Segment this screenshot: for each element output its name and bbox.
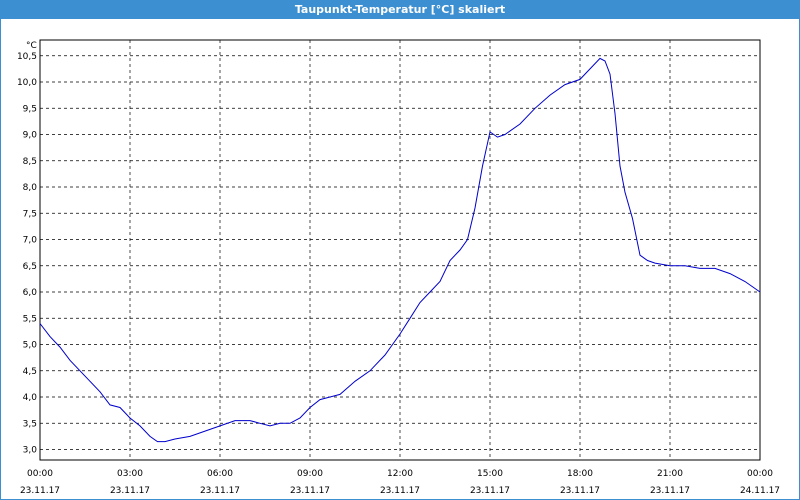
plot-area-frame xyxy=(39,39,761,461)
series-line xyxy=(39,57,761,443)
x-tick-time: 00:00 xyxy=(747,469,773,479)
y-tick-label: 10,5 xyxy=(17,52,37,62)
y-axis-unit: °C xyxy=(26,41,37,51)
x-tick-time: 03:00 xyxy=(117,469,143,479)
grid-lines xyxy=(40,40,760,460)
y-tick-label: 5,0 xyxy=(23,341,38,351)
x-tick-date: 23.11.17 xyxy=(380,486,420,496)
y-tick-label: 10,0 xyxy=(17,78,37,88)
y-tick-label: 8,0 xyxy=(23,183,38,193)
x-tick-time: 15:00 xyxy=(477,469,503,479)
x-tick-time: 00:00 xyxy=(27,469,53,479)
x-tick-time: 06:00 xyxy=(207,469,233,479)
y-tick-label: 3,5 xyxy=(23,419,37,429)
x-tick-date: 23.11.17 xyxy=(110,486,150,496)
x-tick-time: 09:00 xyxy=(297,469,323,479)
y-tick-label: 5,5 xyxy=(23,314,37,324)
x-tick-date: 23.11.17 xyxy=(20,486,60,496)
y-tick-label: 4,5 xyxy=(23,367,37,377)
y-axis-ticks: 3,0 3,5 4,0 4,5 5,0 5,5 6,0 6,5 7,0 7,5 8,0 8,5 9,0 9… xyxy=(17,52,37,456)
y-tick-label: 7,0 xyxy=(23,236,38,246)
x-tick-date: 24.11.17 xyxy=(740,486,780,496)
y-tick-label: 7,5 xyxy=(23,209,37,219)
y-tick-label: 4,0 xyxy=(23,393,38,403)
x-tick-date: 23.11.17 xyxy=(470,486,510,496)
x-tick-date: 23.11.17 xyxy=(650,486,690,496)
x-axis-ticks: 00:00 23.11.17 03:00 23.11.17 06:00 23.11.17 0… xyxy=(20,469,780,496)
x-tick-time: 21:00 xyxy=(657,469,683,479)
x-tick-time: 18:00 xyxy=(567,469,593,479)
x-tick-date: 23.11.17 xyxy=(290,486,330,496)
window-title: Taupunkt-Temperatur [°C] skaliert xyxy=(1,1,799,19)
y-tick-label: 6,5 xyxy=(23,262,37,272)
y-tick-label: 3,0 xyxy=(23,446,38,456)
y-tick-label: 9,0 xyxy=(23,131,38,141)
y-tick-label: 9,5 xyxy=(23,104,37,114)
x-tick-time: 12:00 xyxy=(387,469,413,479)
y-tick-label: 6,0 xyxy=(23,288,38,298)
x-tick-date: 23.11.17 xyxy=(200,486,240,496)
x-tick-date: 23.11.17 xyxy=(560,486,600,496)
y-tick-label: 8,5 xyxy=(23,157,37,167)
